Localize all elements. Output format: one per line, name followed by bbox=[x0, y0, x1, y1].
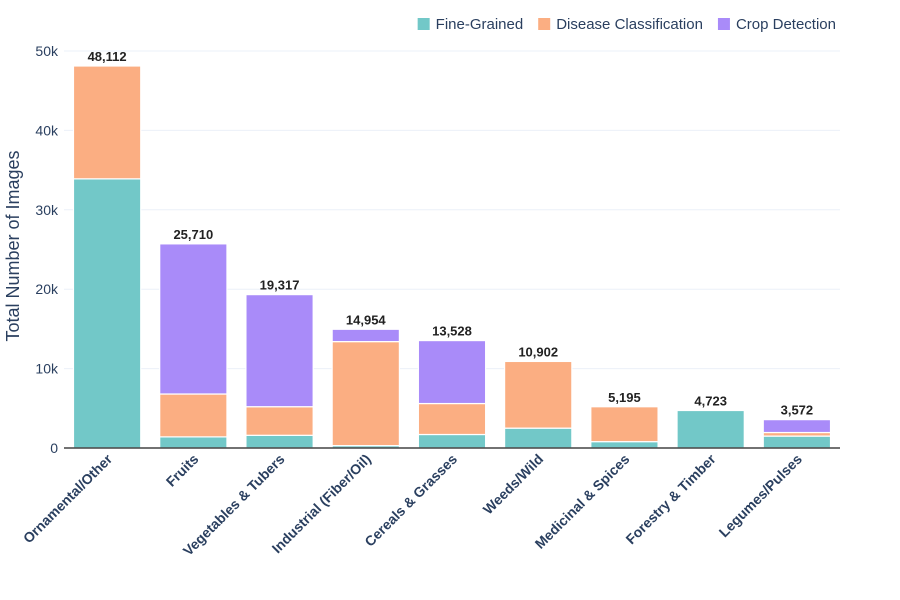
bar-segment-disease-classification[interactable] bbox=[331, 341, 401, 447]
bar-segment-fine-grained[interactable] bbox=[762, 435, 832, 449]
bar-segment-crop-detection[interactable] bbox=[417, 339, 487, 405]
legend[interactable]: Fine-Grained Disease Classification Crop D… bbox=[417, 16, 836, 33]
x-tick-label: Ornamental/Other bbox=[20, 450, 116, 546]
bar-total-label: 19,317 bbox=[260, 278, 300, 293]
bar-total-labels: 48,112 25,710 19,317 14,954 13,528 10,902 5,19… bbox=[88, 49, 814, 418]
bar-total-label: 10,902 bbox=[518, 344, 558, 359]
bar-segment-fine-grained[interactable] bbox=[245, 434, 314, 449]
y-axis-ticks: 0 10k 20k 30k 40k 50k bbox=[35, 43, 59, 456]
y-tick-label: 30k bbox=[35, 202, 59, 218]
y-tick-label: 10k bbox=[35, 361, 59, 377]
bars bbox=[72, 65, 832, 449]
bar-segment-crop-detection[interactable] bbox=[762, 419, 832, 434]
bar-segment-disease-classification[interactable] bbox=[72, 65, 142, 180]
bar-segment-crop-detection[interactable] bbox=[159, 243, 228, 395]
legend-item[interactable]: Disease Classification bbox=[538, 16, 703, 33]
y-tick-label: 40k bbox=[35, 122, 59, 138]
bar-segment-disease-classification[interactable] bbox=[590, 406, 659, 443]
bar-total-label: 3,572 bbox=[781, 403, 814, 418]
bar-segment-fine-grained[interactable] bbox=[676, 409, 745, 449]
x-tick-label: Industrial (Fiber/Oil) bbox=[269, 451, 374, 556]
bar-total-label: 13,528 bbox=[432, 324, 472, 339]
bar-total-label: 5,195 bbox=[608, 390, 641, 405]
bar-segment-fine-grained[interactable] bbox=[503, 427, 573, 449]
bar-segment-crop-detection[interactable] bbox=[331, 328, 401, 343]
legend-swatch bbox=[538, 18, 551, 30]
bar-segment-disease-classification[interactable] bbox=[417, 402, 487, 436]
y-tick-label: 50k bbox=[35, 43, 59, 59]
x-tick-label: Legumes/Pulses bbox=[716, 451, 806, 541]
y-tick-label: 20k bbox=[35, 281, 59, 297]
x-tick-label: Cereals & Grasses bbox=[361, 451, 460, 550]
bar-total-label: 48,112 bbox=[88, 49, 127, 64]
legend-item[interactable]: Crop Detection bbox=[717, 16, 836, 33]
legend-label: Fine-Grained bbox=[436, 16, 524, 33]
bar-segment-fine-grained[interactable] bbox=[159, 436, 228, 449]
bar-segment-fine-grained[interactable] bbox=[417, 433, 487, 449]
bar-total-label: 14,954 bbox=[346, 312, 387, 327]
x-tick-label: Weeds/Wild bbox=[480, 451, 547, 518]
y-tick-label: 0 bbox=[50, 440, 58, 456]
bar-total-label: 4,723 bbox=[694, 393, 727, 408]
legend-swatch bbox=[417, 18, 430, 30]
legend-swatch bbox=[717, 18, 730, 30]
bar-segment-disease-classification[interactable] bbox=[245, 406, 314, 436]
bar-segment-fine-grained[interactable] bbox=[72, 178, 142, 449]
bar-segment-disease-classification[interactable] bbox=[503, 360, 573, 429]
x-tick-label: Forestry & Timber bbox=[622, 450, 719, 547]
bar-segment-disease-classification[interactable] bbox=[159, 393, 228, 438]
legend-label: Disease Classification bbox=[556, 16, 703, 33]
x-tick-label: Fruits bbox=[163, 451, 202, 490]
legend-item[interactable]: Fine-Grained bbox=[417, 16, 524, 33]
y-axis-title: Total Number of Images bbox=[3, 150, 23, 341]
bar-total-label: 25,710 bbox=[173, 227, 213, 242]
bar-segment-crop-detection[interactable] bbox=[245, 294, 314, 408]
legend-label: Crop Detection bbox=[736, 16, 836, 33]
x-tick-label: Medicinal & Spices bbox=[532, 451, 633, 552]
bar-segment-fine-grained[interactable] bbox=[590, 441, 659, 449]
